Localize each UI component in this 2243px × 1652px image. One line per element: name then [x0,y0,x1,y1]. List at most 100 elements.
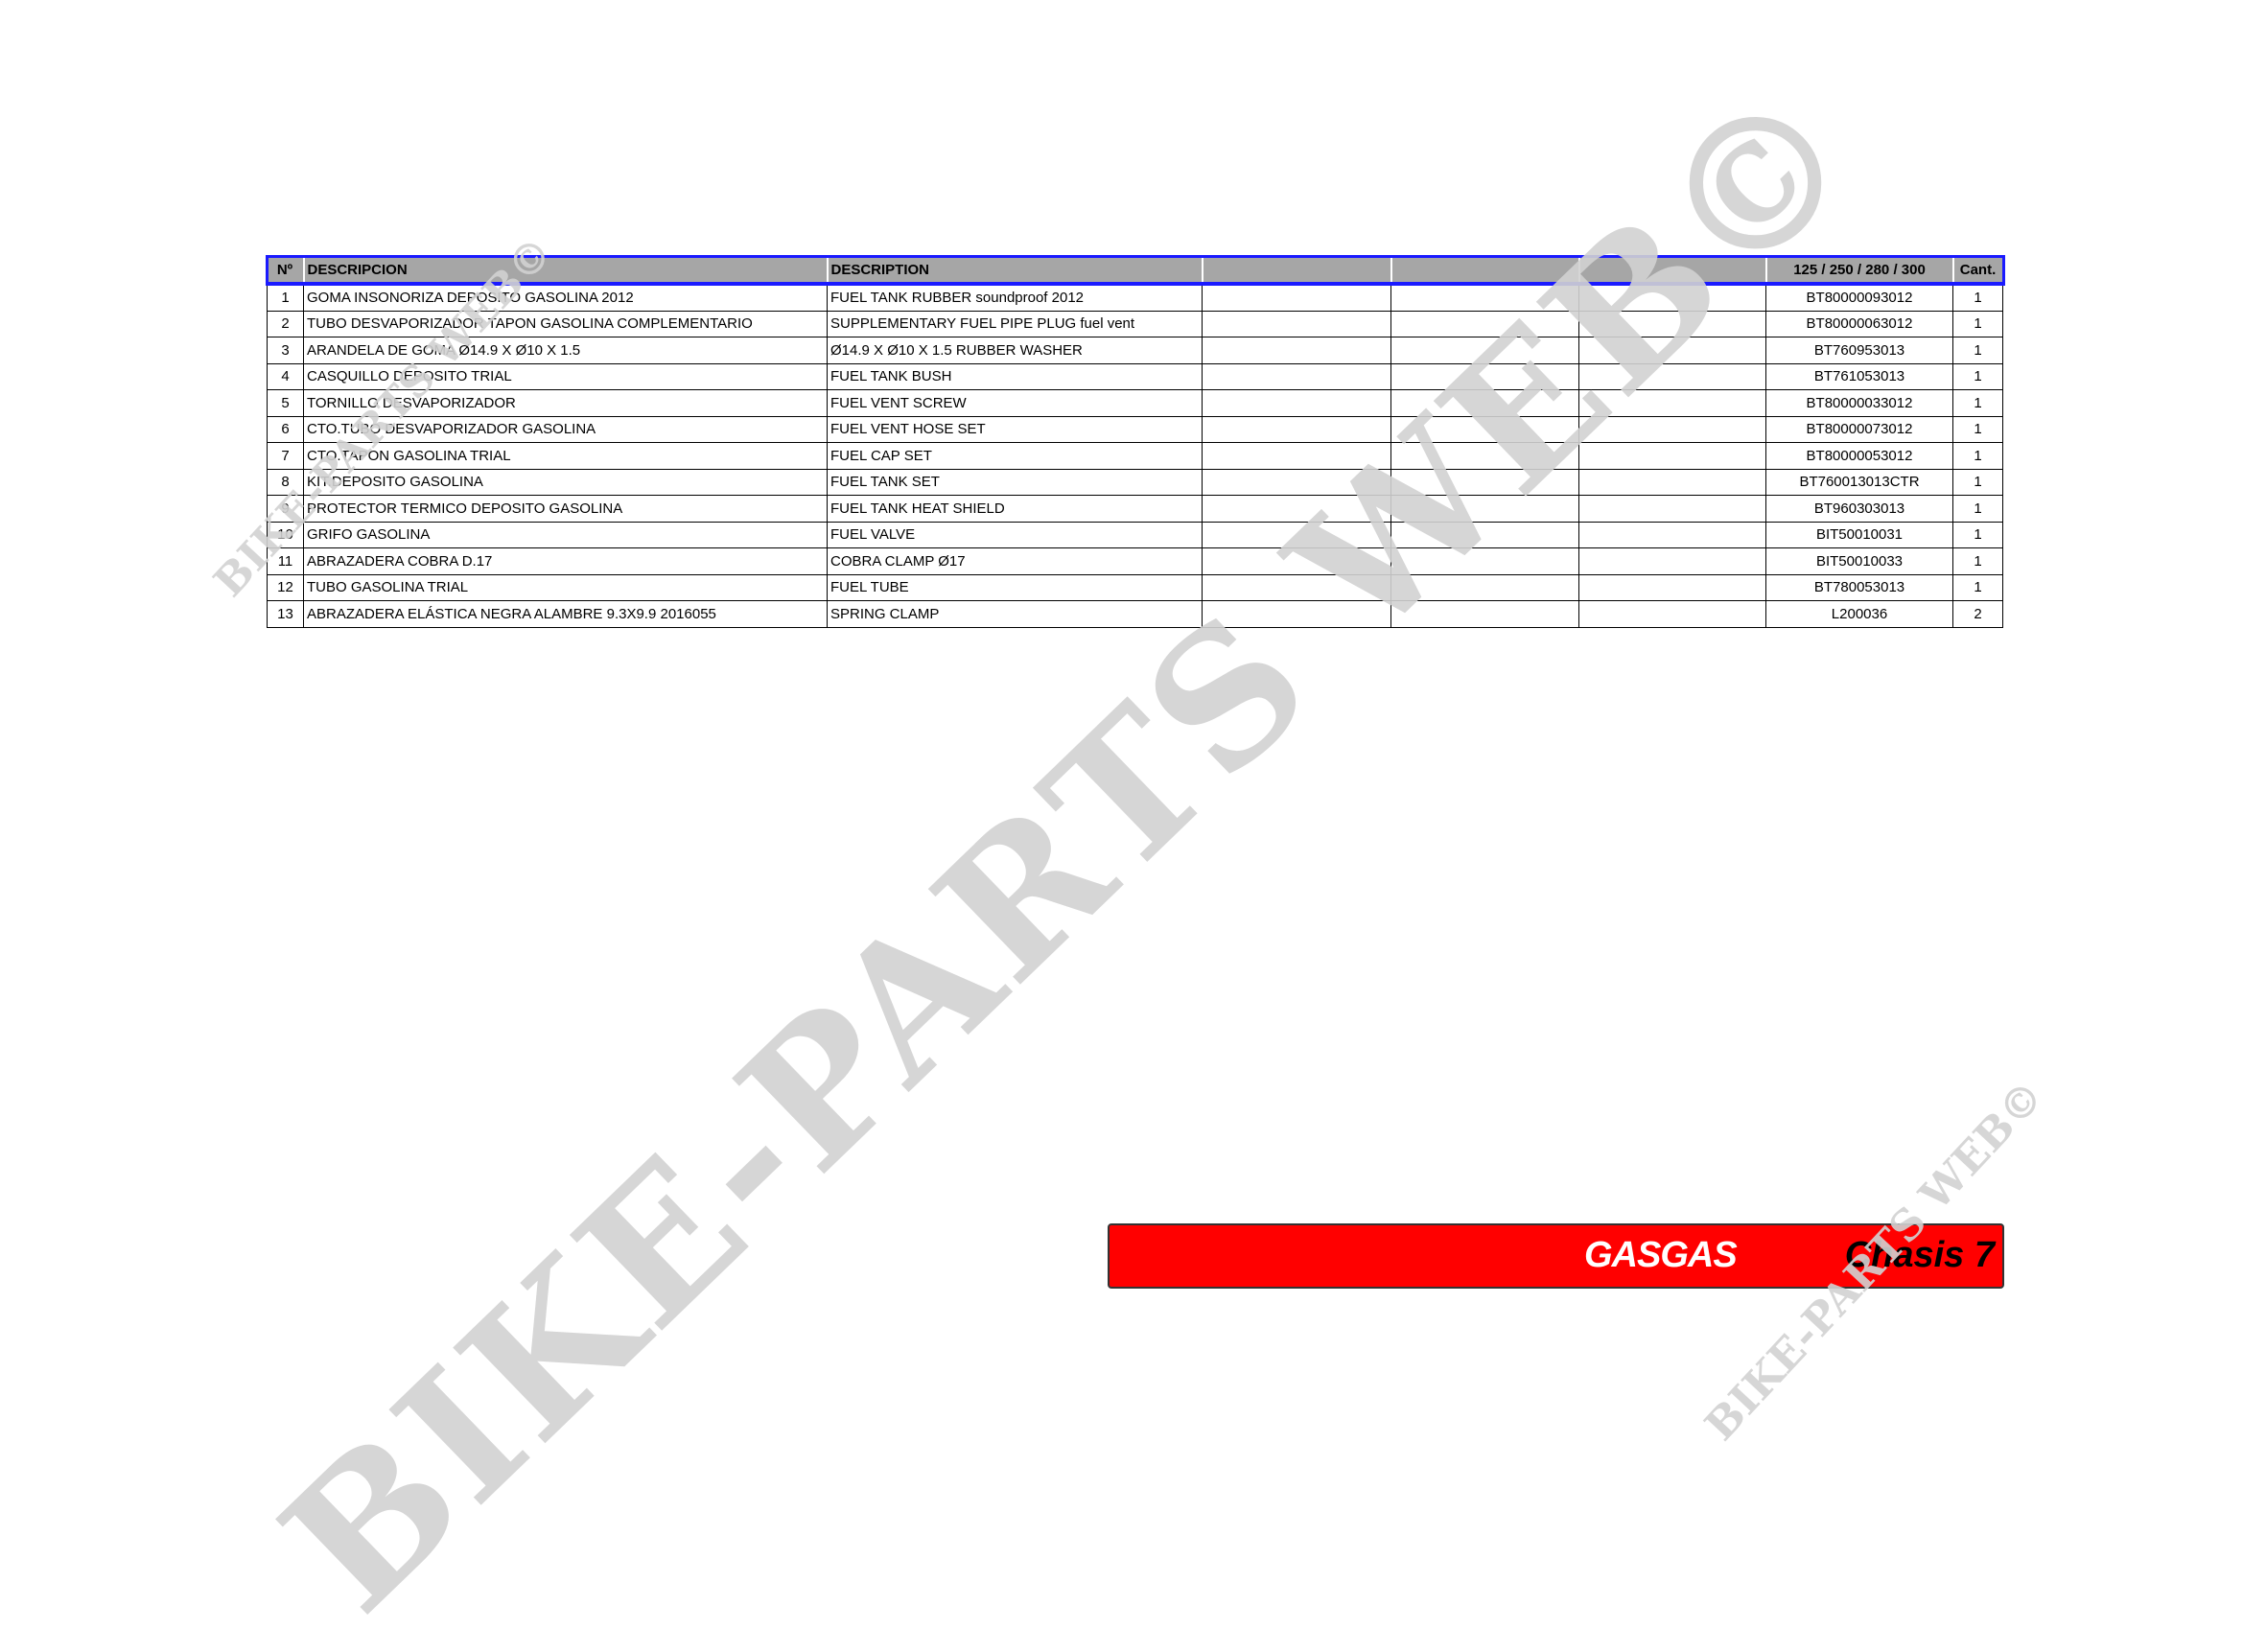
empty-cell [1390,600,1579,628]
table-row: 2 TUBO DESVAPORIZADOR TAPON GASOLINA COMP… [267,310,2003,337]
empty-cell [1578,600,1766,628]
descripcion-cell: CASQUILLO DEPOSITO TRIAL [303,362,828,390]
description-cell: Ø14.9 X Ø10 X 1.5 RUBBER WASHER [827,337,1203,364]
description-cell: COBRA CLAMP Ø17 [827,547,1203,575]
empty-cell [1202,283,1391,312]
part-number-cell: BT80000063012 [1765,310,1953,337]
empty-cell [1202,389,1391,417]
descripcion-cell: PROTECTOR TERMICO DEPOSITO GASOLINA [303,495,828,523]
empty-cell [1390,468,1579,496]
empty-cell [1202,600,1391,628]
empty-cell [1202,442,1391,470]
row-number: 5 [267,389,304,417]
descripcion-cell: KIT.DEPOSITO GASOLINA [303,468,828,496]
table-header-row: Nº DESCRIPCION DESCRIPTION 125 / 250 / 2… [265,255,2005,286]
quantity-cell: 1 [1952,310,2003,337]
row-number: 12 [267,573,304,601]
part-number-cell: L200036 [1765,600,1953,628]
header-descripcion: DESCRIPCION [303,257,829,285]
table-row: 8 KIT.DEPOSITO GASOLINA FUEL TANK SET BT760… [267,468,2003,496]
descripcion-cell: TUBO GASOLINA TRIAL [303,573,828,601]
row-number: 7 [267,442,304,470]
empty-cell [1390,547,1579,575]
row-number: 11 [267,547,304,575]
part-number-cell: BT960303013 [1765,495,1953,523]
description-cell: SPRING CLAMP [827,600,1203,628]
empty-cell [1202,521,1391,548]
header-number: Nº [267,257,305,285]
empty-cell [1390,283,1579,312]
part-number-cell: BT760013013CTR [1765,468,1953,496]
row-number: 10 [267,521,304,548]
empty-cell [1390,310,1579,337]
descripcion-cell: CTO.TAPON GASOLINA TRIAL [303,442,828,470]
empty-cell [1390,495,1579,523]
empty-cell [1390,442,1579,470]
table-row: 1 GOMA INSONORIZA DEPOSITO GASOLINA 2012 F… [267,283,2003,312]
empty-cell [1578,389,1766,417]
row-number: 3 [267,337,304,364]
part-number-cell: BT80000073012 [1765,415,1953,443]
descripcion-cell: ABRAZADERA COBRA D.17 [303,547,828,575]
part-number-cell: BT80000053012 [1765,442,1953,470]
empty-cell [1390,573,1579,601]
empty-cell [1578,283,1766,312]
row-number: 1 [267,283,304,312]
descripcion-cell: GOMA INSONORIZA DEPOSITO GASOLINA 2012 [303,283,828,312]
part-number-cell: BIT50010031 [1765,521,1953,548]
quantity-cell: 1 [1952,442,2003,470]
empty-cell [1578,573,1766,601]
parts-table: Nº DESCRIPCION DESCRIPTION 125 / 250 / 2… [265,255,2005,628]
description-cell: FUEL VENT HOSE SET [827,415,1203,443]
header-quantity: Cant. [1952,257,2004,285]
empty-cell [1202,362,1391,390]
row-number: 9 [267,495,304,523]
header-blank [1578,257,1767,285]
header-models: 125 / 250 / 280 / 300 [1765,257,1954,285]
row-number: 4 [267,362,304,390]
row-number: 13 [267,600,304,628]
descripcion-cell: ABRAZADERA ELÁSTICA NEGRA ALAMBRE 9.3X9.… [303,600,828,628]
row-number: 8 [267,468,304,496]
table-row: 12 TUBO GASOLINA TRIAL FUEL TUBE BT78005301… [267,573,2003,601]
description-cell: FUEL TANK SET [827,468,1203,496]
quantity-cell: 1 [1952,547,2003,575]
description-cell: SUPPLEMENTARY FUEL PIPE PLUG fuel vent [827,310,1203,337]
section-banner: GASGAS Chasis 7 [1108,1223,2004,1289]
description-cell: FUEL CAP SET [827,442,1203,470]
quantity-cell: 1 [1952,389,2003,417]
part-number-cell: BT80000093012 [1765,283,1953,312]
part-number-cell: BT80000033012 [1765,389,1953,417]
table-row: 5 TORNILLO DESVAPORIZADOR FUEL VENT SCREW B… [267,389,2003,417]
empty-cell [1390,415,1579,443]
description-cell: FUEL TANK BUSH [827,362,1203,390]
quantity-cell: 1 [1952,468,2003,496]
descripcion-cell: ARANDELA DE GOMA Ø14.9 X Ø10 X 1.5 [303,337,828,364]
empty-cell [1202,310,1391,337]
descripcion-cell: CTO.TUBO DESVAPORIZADOR GASOLINA [303,415,828,443]
quantity-cell: 1 [1952,573,2003,601]
table-row: 6 CTO.TUBO DESVAPORIZADOR GASOLINA FUEL VE… [267,415,2003,443]
part-number-cell: BT780053013 [1765,573,1953,601]
empty-cell [1390,362,1579,390]
empty-cell [1578,468,1766,496]
empty-cell [1390,521,1579,548]
quantity-cell: 1 [1952,283,2003,312]
descripcion-cell: TUBO DESVAPORIZADOR TAPON GASOLINA COMPL… [303,310,828,337]
empty-cell [1202,547,1391,575]
table-row: 11 ABRAZADERA COBRA D.17 COBRA CLAMP Ø17 BI… [267,547,2003,575]
quantity-cell: 2 [1952,600,2003,628]
table-row: 7 CTO.TAPON GASOLINA TRIAL FUEL CAP SET BT8… [267,442,2003,470]
row-number: 2 [267,310,304,337]
quantity-cell: 1 [1952,415,2003,443]
descripcion-cell: GRIFO GASOLINA [303,521,828,548]
empty-cell [1578,547,1766,575]
empty-cell [1202,495,1391,523]
table-row: 10 GRIFO GASOLINA FUEL VALVE BIT50010031 1 [267,521,2003,548]
part-number-cell: BT760953013 [1765,337,1953,364]
empty-cell [1202,337,1391,364]
empty-cell [1390,337,1579,364]
description-cell: FUEL VENT SCREW [827,389,1203,417]
description-cell: FUEL VALVE [827,521,1203,548]
row-number: 6 [267,415,304,443]
